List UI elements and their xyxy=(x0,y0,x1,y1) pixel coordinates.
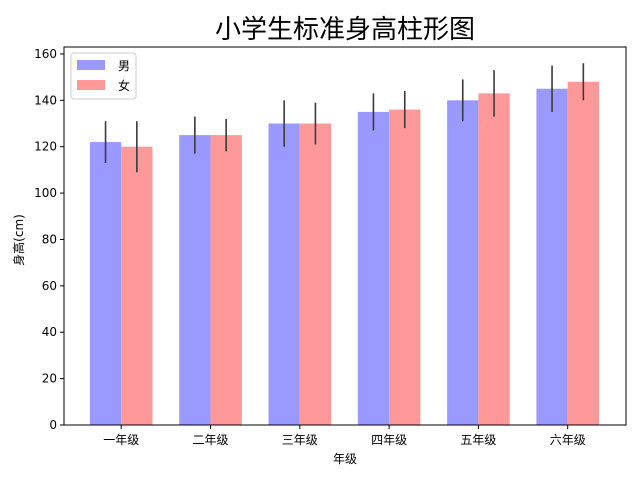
bars-layer xyxy=(89,81,599,426)
y-tick-label: 160 xyxy=(34,47,57,61)
legend: 男女 xyxy=(70,52,137,100)
y-tick-label: 100 xyxy=(34,186,57,200)
bar-male-2 xyxy=(268,123,300,425)
x-tick-label: 三年级 xyxy=(282,433,318,447)
bar-male-5 xyxy=(536,88,568,426)
x-tick-label: 四年级 xyxy=(371,433,407,447)
bar-female-3 xyxy=(389,109,421,426)
bar-female-0 xyxy=(121,146,153,425)
legend-label-male: 男 xyxy=(118,59,130,73)
bar-male-1 xyxy=(179,135,211,425)
axes-layer: 0 20 40 60 80 100 120 140 160 一年级 二年级 三年级 四年级 五年级 六年级 xyxy=(34,46,627,447)
y-tick-label: 40 xyxy=(42,325,57,339)
bar-male-4 xyxy=(447,100,479,425)
plot-frame xyxy=(63,46,627,426)
y-tick-label: 120 xyxy=(34,140,57,154)
chart-title: 小学生标准身高柱形图 xyxy=(215,15,475,45)
bar-female-4 xyxy=(478,93,510,425)
x-tick-label: 二年级 xyxy=(192,433,228,447)
x-tick-label: 五年级 xyxy=(460,433,496,447)
x-tick-label: 六年级 xyxy=(550,433,586,447)
legend-swatch-male xyxy=(77,60,105,70)
x-axis-label: 年级 xyxy=(333,452,357,466)
y-tick-label: 60 xyxy=(42,279,57,293)
bar-female-5 xyxy=(567,81,599,425)
bar-female-2 xyxy=(299,123,332,425)
bar-female-1 xyxy=(210,135,242,425)
errorbars-layer xyxy=(104,63,585,173)
y-tick-label: 20 xyxy=(42,372,57,386)
y-axis-label: 身高(cm) xyxy=(11,214,26,266)
legend-swatch-female xyxy=(77,80,105,90)
y-tick-label: 140 xyxy=(34,93,57,107)
legend-label-female: 女 xyxy=(118,78,130,93)
bar-male-0 xyxy=(89,142,122,425)
bar-male-3 xyxy=(357,111,390,426)
y-tick-label: 0 xyxy=(49,418,57,432)
y-tick-label: 80 xyxy=(42,232,57,246)
x-tick-label: 一年级 xyxy=(103,433,139,447)
